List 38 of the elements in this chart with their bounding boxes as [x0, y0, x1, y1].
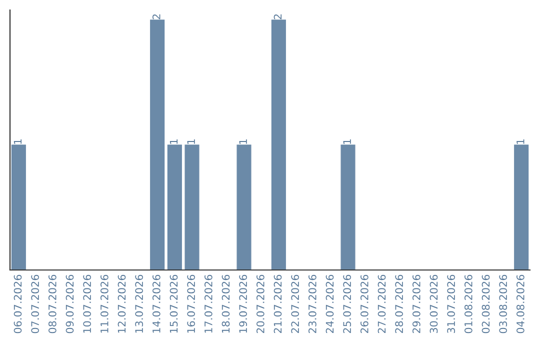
- x-tick-label: 17.07.2026: [204, 274, 212, 333]
- data-label: 2: [152, 14, 160, 20]
- x-tick-label: 04.08.2026: [516, 274, 524, 334]
- data-label: 1: [343, 139, 351, 144]
- x-tick-label: 20.07.2026: [256, 274, 264, 334]
- x-tick-label: 22.07.2026: [291, 274, 300, 334]
- x-tick-label: 25.07.2026: [343, 274, 352, 334]
- data-label: 1: [170, 139, 178, 144]
- x-tick-label: 08.07.2026: [48, 274, 56, 334]
- x-tick-label: 18.07.2026: [222, 274, 230, 333]
- x-tick-label: 21.07.2026: [274, 274, 282, 334]
- x-tick-label: 10.07.2026: [83, 274, 92, 333]
- x-tick-label: 03.08.2026: [499, 274, 508, 334]
- x-tick-label: 09.07.2026: [66, 274, 74, 334]
- data-label: 2: [274, 14, 282, 20]
- x-tick-label: 23.07.2026: [308, 274, 316, 334]
- x-tick-label: 26.07.2026: [360, 274, 368, 334]
- x-tick-label: 06.07.2026: [14, 274, 22, 334]
- x-tick-label: 31.07.2026: [447, 274, 456, 334]
- x-tick-label: 14.07.2026: [152, 274, 160, 333]
- x-tick-label: 28.07.2026: [395, 274, 404, 334]
- data-label: 1: [516, 139, 524, 144]
- x-tick-label: 07.07.2026: [31, 274, 40, 334]
- x-tick-label: 30.07.2026: [430, 274, 438, 334]
- x-tick-label: 11.07.2026: [100, 274, 108, 333]
- x-tick-label: 02.08.2026: [482, 274, 490, 334]
- data-label: 1: [14, 139, 22, 144]
- x-tick-label: 01.08.2026: [464, 274, 472, 334]
- x-tick-label: 12.07.2026: [118, 274, 126, 333]
- x-tick-label: 16.07.2026: [187, 274, 196, 333]
- x-tick-label: 24.07.2026: [326, 274, 334, 334]
- x-tick-label: 13.07.2026: [135, 274, 144, 333]
- data-label: 1: [239, 139, 247, 144]
- x-tick-label: 19.07.2026: [239, 274, 248, 333]
- x-tick-label: 29.07.2026: [412, 274, 420, 334]
- x-tick-label: 15.07.2026: [170, 274, 178, 333]
- data-label: 1: [187, 139, 195, 144]
- x-tick-label: 27.07.2026: [378, 274, 386, 334]
